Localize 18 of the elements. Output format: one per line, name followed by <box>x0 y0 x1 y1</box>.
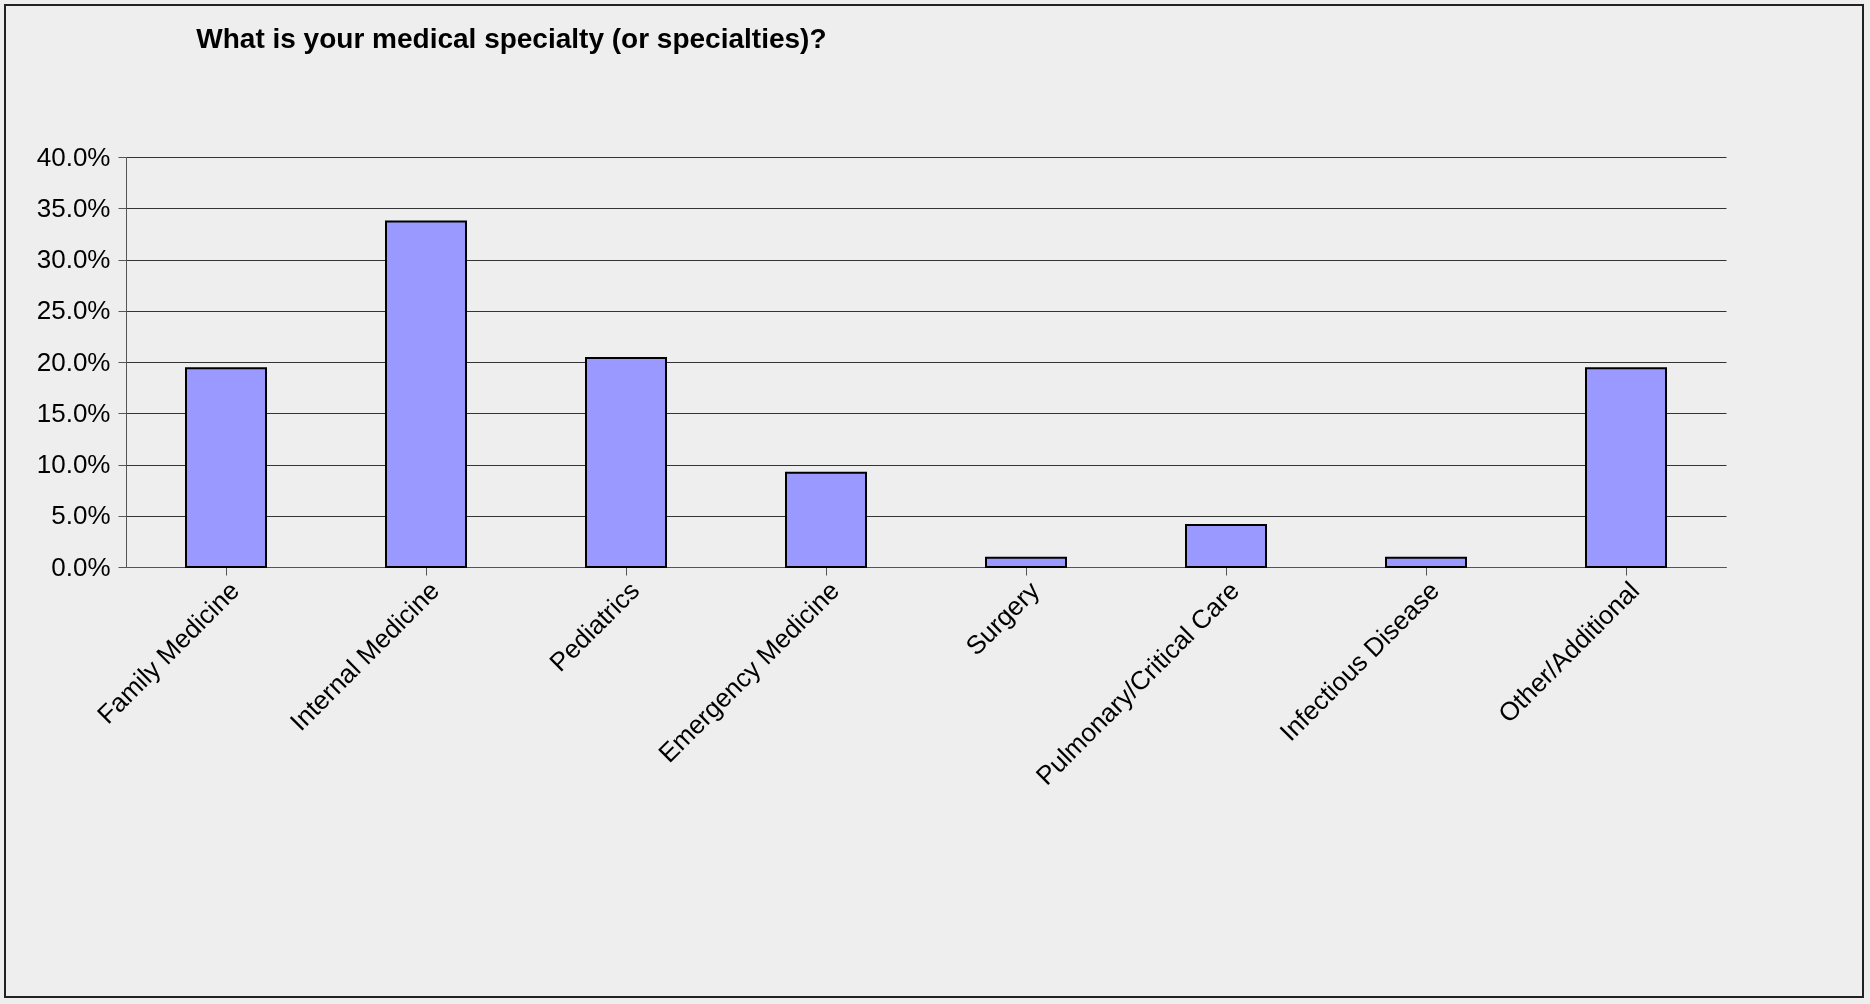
y-tick-label: 20.0% <box>36 346 111 377</box>
bar <box>1385 556 1467 568</box>
y-tick-label: 35.0% <box>36 192 111 223</box>
y-tick-label: 25.0% <box>36 295 111 326</box>
y-tick-label: 0.0% <box>51 551 111 582</box>
y-tick-label: 5.0% <box>51 500 111 531</box>
y-tick-label: 15.0% <box>36 397 111 428</box>
y-tick-label: 10.0% <box>36 449 111 479</box>
y-tick-label: 30.0% <box>36 244 111 274</box>
bar <box>585 356 667 568</box>
bar <box>185 367 267 568</box>
bar <box>785 471 867 568</box>
y-tick-label: 40.0% <box>36 141 111 172</box>
bar <box>385 220 467 568</box>
bar <box>1185 523 1267 568</box>
chart-title: What is your medical specialty (or specialties)? <box>196 23 827 54</box>
bar <box>1585 367 1667 568</box>
bar <box>985 556 1067 568</box>
